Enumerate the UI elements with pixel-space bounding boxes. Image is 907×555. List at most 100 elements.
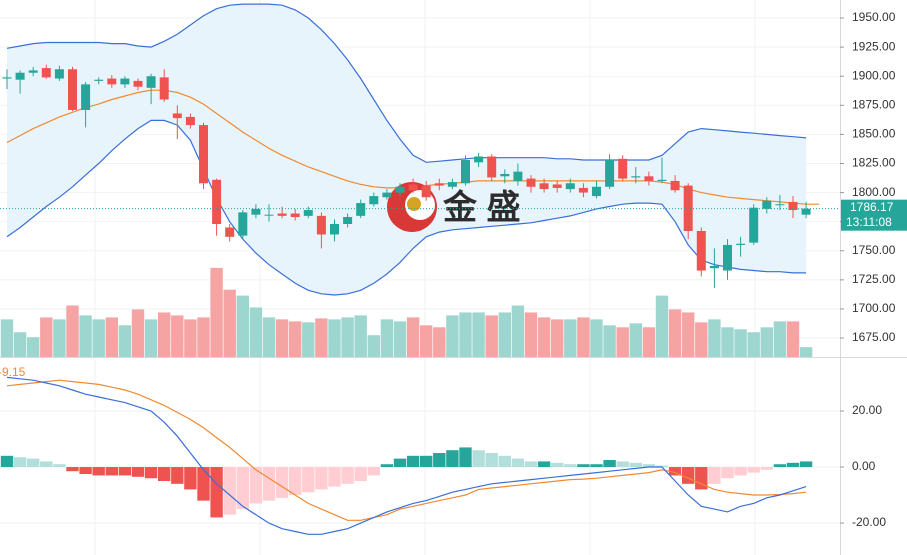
candle-body — [382, 192, 392, 198]
macd-histogram-bar — [629, 462, 642, 468]
macd-histogram-bar — [197, 467, 210, 501]
candle-body — [238, 212, 248, 236]
candle-body — [487, 156, 497, 178]
macd-histogram-bar — [328, 467, 341, 487]
candle-body — [408, 184, 418, 191]
volume-bar — [197, 317, 210, 357]
macd-histogram-bar — [577, 464, 590, 468]
volume-bar — [341, 317, 354, 357]
candle-body — [539, 183, 549, 190]
volume-bar — [315, 318, 328, 357]
volume-bar — [40, 317, 53, 357]
macd-histogram-bar — [66, 467, 79, 472]
y-tick-label: 1700.00 — [852, 301, 896, 315]
macd-histogram-bar — [485, 453, 498, 468]
volume-bar — [92, 319, 105, 357]
volume-bar — [262, 317, 276, 357]
dif-line — [6, 376, 807, 535]
volume-bar — [655, 295, 669, 357]
candle-body — [369, 196, 379, 205]
volume-bar — [289, 321, 302, 357]
macd-histogram-bar — [27, 458, 40, 468]
volume-bar — [66, 305, 79, 357]
candle-body — [775, 204, 785, 206]
macd-histogram-bar — [459, 447, 472, 468]
candle-body — [28, 70, 38, 73]
macd-value-label: -9.15 — [0, 365, 26, 379]
volume-bar — [131, 309, 145, 357]
macd-histogram-bar — [472, 450, 485, 468]
candle-body — [264, 214, 274, 216]
candle-body — [552, 184, 562, 188]
candle-body — [657, 179, 667, 181]
volume-bar — [564, 319, 577, 357]
volume-bar — [79, 315, 92, 357]
macd-histogram-bar — [708, 467, 721, 484]
macd-histogram-bar — [118, 467, 132, 476]
band-lower — [6, 119, 807, 296]
candle-body — [343, 217, 353, 224]
volume-bar — [354, 315, 367, 357]
volume-bar — [328, 319, 341, 357]
candle-body — [395, 186, 405, 193]
candle-body — [578, 187, 588, 193]
volume-bar — [171, 315, 184, 357]
candle-body — [421, 185, 431, 198]
volume-bar — [158, 312, 171, 357]
volume-bar — [629, 323, 642, 357]
y-tick-label: -20.00 — [852, 515, 886, 529]
volume-bar — [511, 305, 525, 357]
candle-body — [107, 78, 117, 85]
volume-bar — [105, 317, 118, 357]
macd-histogram-bar — [79, 467, 92, 475]
candle-body — [447, 182, 457, 187]
macd-histogram-bar — [655, 465, 669, 468]
macd-histogram-bar — [13, 457, 27, 468]
macd-histogram-bar — [354, 467, 367, 482]
candle-body — [696, 230, 706, 271]
last-price-tag — [841, 199, 907, 231]
macd-histogram-bar — [695, 467, 708, 490]
y-tick-label: 1675.00 — [852, 330, 896, 344]
watermark-text: 金 盛 — [442, 188, 520, 227]
macd-histogram-bar — [367, 467, 380, 476]
volume-bar — [721, 327, 734, 357]
y-tick-label: 1750.00 — [852, 243, 896, 257]
volume-bar — [420, 325, 433, 357]
candle-body — [592, 186, 601, 197]
macd-histogram-bar — [682, 467, 695, 484]
candle-body — [2, 77, 12, 79]
macd-histogram-bar — [0, 455, 14, 468]
volume-bar — [184, 319, 197, 357]
candle-body — [526, 178, 536, 187]
volume-bar — [210, 267, 223, 357]
candle-body — [212, 179, 222, 224]
volume-bar — [236, 295, 249, 357]
macd-histogram-bar — [721, 467, 734, 479]
macd-histogram-bar — [223, 467, 236, 515]
candle-body — [81, 84, 91, 110]
macd-histogram-bar — [747, 467, 760, 473]
y-tick-label: 1800.00 — [852, 185, 896, 199]
volume-bar — [590, 319, 603, 357]
y-tick-label: 0.00 — [852, 459, 876, 473]
y-tick-label: 1900.00 — [852, 68, 896, 82]
volume-bar — [773, 321, 787, 357]
time-label: 13:11:08 — [846, 215, 892, 229]
macd-histogram-bar — [786, 462, 800, 468]
macd-histogram-bar — [184, 467, 197, 490]
candle-body — [749, 207, 759, 243]
volume-bar — [367, 335, 380, 357]
candle-body — [15, 72, 25, 80]
candle-body — [631, 176, 641, 178]
volume-bar — [616, 327, 629, 357]
macd-histogram-bar — [105, 467, 118, 476]
candle-body — [146, 76, 156, 88]
y-tick-label: 1875.00 — [852, 97, 896, 111]
candle-body — [277, 213, 287, 216]
volume-bar — [459, 312, 472, 357]
band-fill — [7, 4, 807, 295]
macd-histogram-bar — [249, 467, 263, 504]
last-price-label: 1786.17 — [850, 200, 894, 214]
